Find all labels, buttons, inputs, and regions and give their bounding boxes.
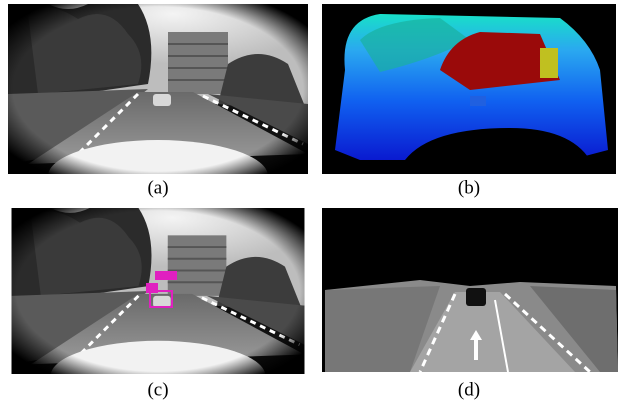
detection-image: [12, 208, 305, 402]
caption: (a): [147, 177, 168, 198]
caption: (d): [458, 379, 480, 400]
caption: (b): [458, 177, 480, 198]
figure: (a) (b) (c) (d): [0, 0, 626, 402]
caption: (c): [147, 379, 168, 400]
depth-map: [322, 4, 616, 174]
reconstruction-image: [322, 208, 618, 372]
